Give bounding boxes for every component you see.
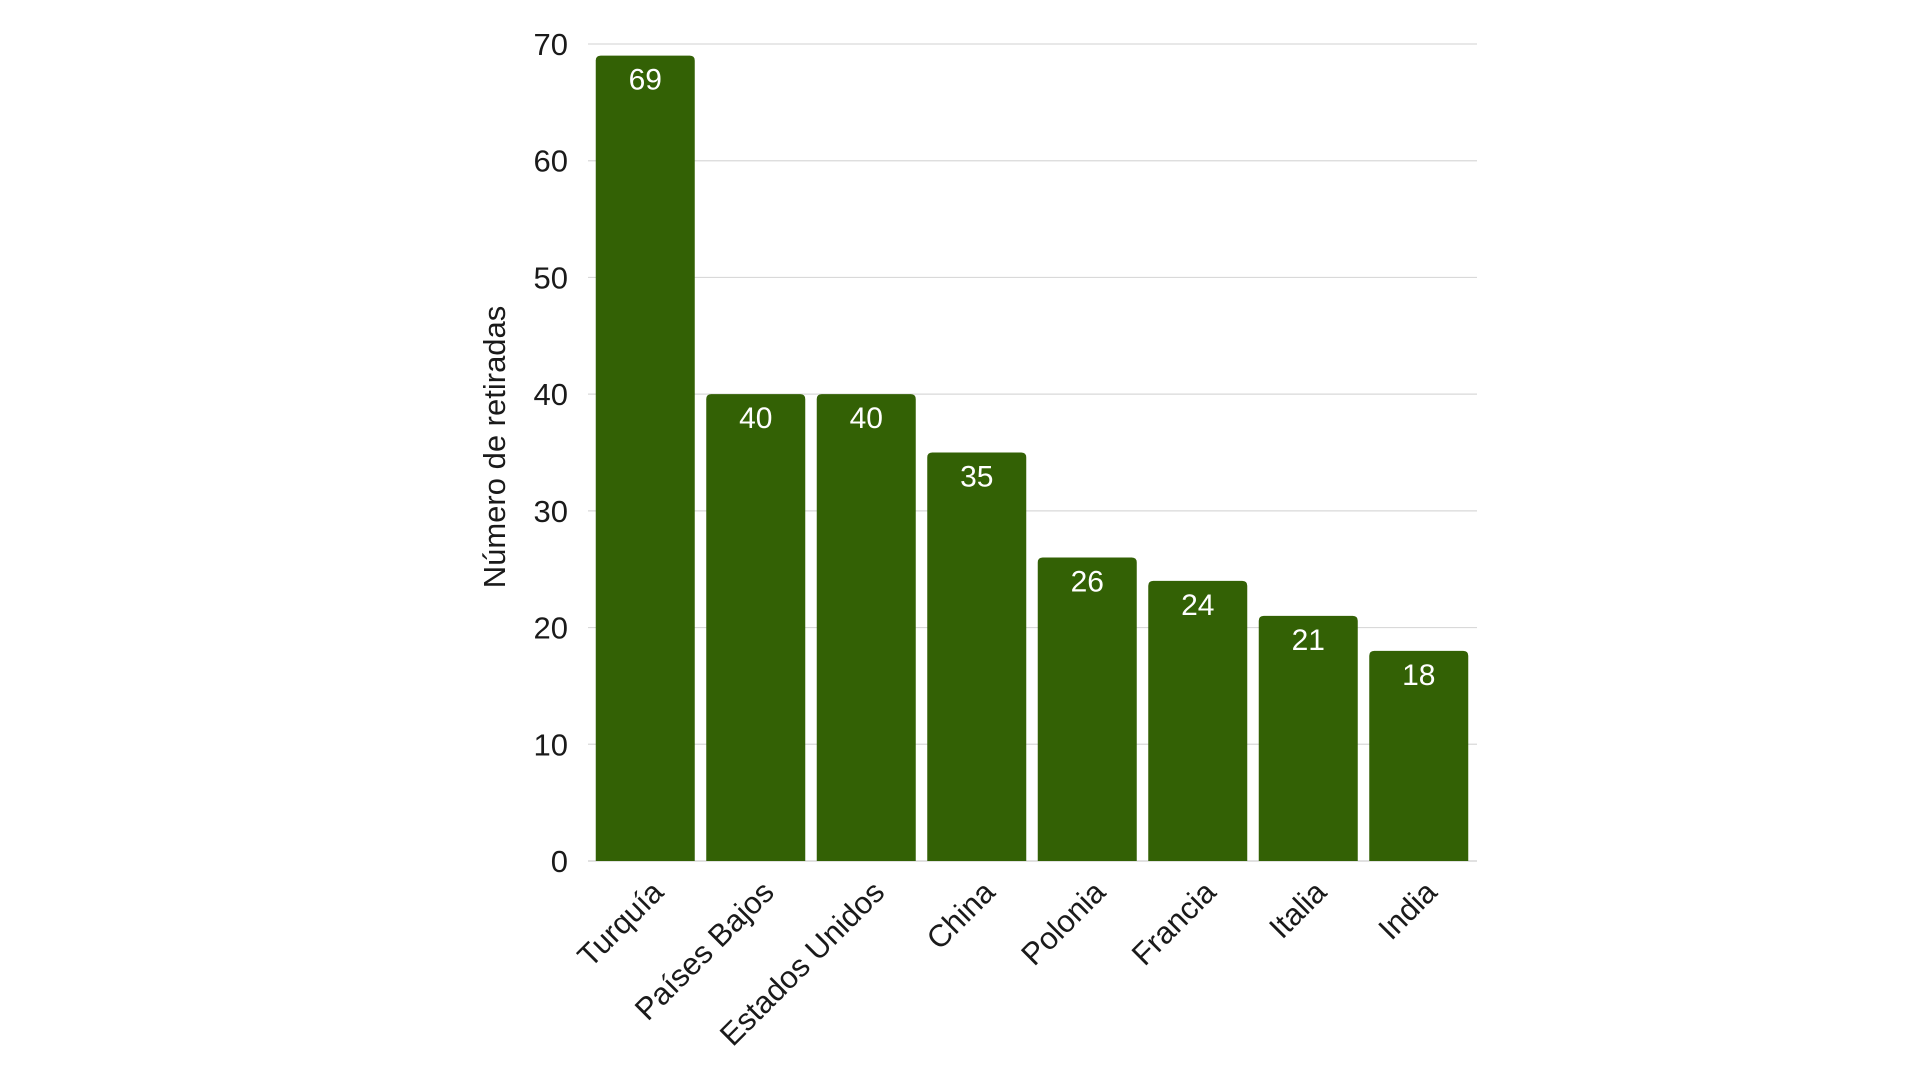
bar	[816, 394, 916, 861]
data-labels: 69 40 40 35 26 24 21 18	[629, 64, 1436, 692]
x-tick-label: China	[920, 874, 1003, 957]
y-tick-label: 0	[551, 844, 568, 879]
bar	[595, 55, 695, 861]
bar	[1148, 580, 1248, 861]
bar	[1369, 650, 1469, 861]
x-tick-label: Polonia	[1014, 874, 1112, 972]
data-label: 69	[629, 64, 662, 97]
y-tick-label: 70	[534, 27, 568, 62]
bar	[927, 452, 1027, 861]
data-label: 40	[850, 402, 883, 435]
data-label: 26	[1071, 566, 1104, 599]
x-tick-label: Francia	[1125, 874, 1223, 972]
data-label: 24	[1181, 589, 1214, 622]
data-label: 21	[1292, 624, 1325, 657]
y-tick-label: 50	[534, 260, 568, 295]
bar	[1258, 615, 1358, 861]
data-label: 18	[1402, 659, 1435, 692]
x-tick-label: Turquía	[571, 874, 671, 974]
x-tick-label: Italia	[1262, 874, 1334, 946]
x-tick-label: India	[1371, 874, 1444, 947]
y-tick-label: 20	[534, 611, 568, 646]
y-tick-label: 60	[534, 144, 568, 179]
y-tick-label: 10	[534, 727, 568, 762]
y-tick-label: 40	[534, 377, 568, 412]
y-axis-ticks: 0 10 20 30 40 50 60 70	[534, 27, 568, 879]
y-tick-label: 30	[534, 494, 568, 529]
data-label: 40	[739, 402, 772, 435]
y-axis-title: Número de retiradas	[477, 306, 512, 589]
bar	[706, 394, 806, 861]
bars	[595, 55, 1469, 861]
bar	[1037, 557, 1137, 861]
data-label: 35	[960, 461, 993, 494]
